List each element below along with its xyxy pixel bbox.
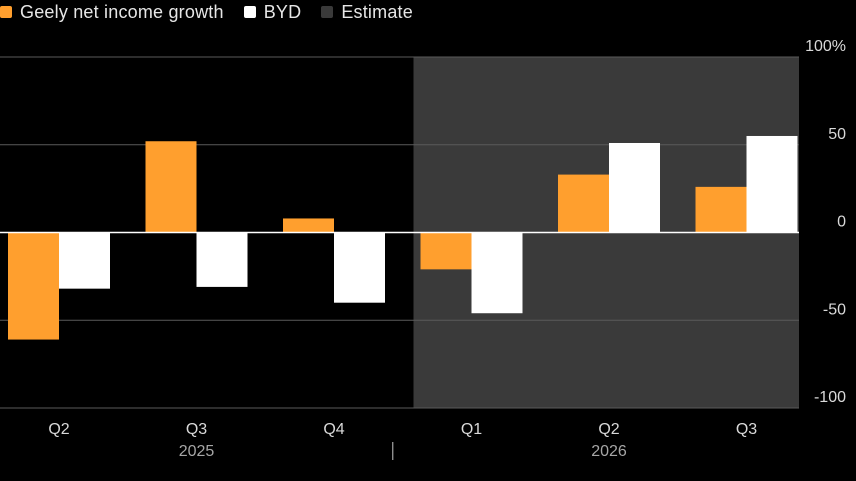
bar-geely-5 bbox=[695, 186, 747, 233]
x-tick-label: Q3 bbox=[736, 421, 757, 438]
bar-byd-5 bbox=[746, 135, 798, 233]
bar-byd-2 bbox=[334, 232, 385, 303]
y-tick-label: 0 bbox=[837, 214, 846, 231]
y-tick-label: 50 bbox=[828, 126, 846, 143]
y-tick-label: -50 bbox=[823, 301, 846, 318]
legend: Geely net income growth BYD Estimate bbox=[0, 0, 433, 24]
bar-geely-2 bbox=[283, 218, 334, 233]
bar-byd-4 bbox=[609, 142, 660, 233]
bar-byd-1 bbox=[196, 232, 248, 287]
x-tick-label: Q4 bbox=[323, 421, 344, 438]
bar-geely-0 bbox=[8, 232, 59, 340]
x-tick-label: Q1 bbox=[461, 421, 482, 438]
legend-label-estimate: Estimate bbox=[341, 1, 413, 22]
legend-swatch-estimate bbox=[321, 6, 334, 18]
legend-label-byd: BYD bbox=[263, 1, 302, 22]
legend-label-geely: Geely net income growth bbox=[20, 1, 224, 22]
x-tick-label: Q3 bbox=[186, 421, 207, 438]
y-tick-label: 100% bbox=[805, 38, 846, 55]
year-label: 2026 bbox=[591, 443, 627, 460]
legend-swatch-byd bbox=[243, 6, 256, 18]
bar-byd-3 bbox=[471, 232, 523, 314]
legend-item-byd: BYD bbox=[243, 1, 302, 23]
bar-geely-3 bbox=[420, 232, 472, 270]
y-tick-label: -100 bbox=[814, 389, 846, 406]
bar-geely-4 bbox=[558, 174, 609, 233]
x-tick-label: Q2 bbox=[48, 421, 69, 438]
year-label: 2025 bbox=[179, 443, 215, 460]
legend-swatch-geely bbox=[0, 6, 12, 18]
legend-item-estimate: Estimate bbox=[321, 2, 413, 23]
bar-byd-0 bbox=[59, 232, 110, 289]
x-tick-label: Q2 bbox=[598, 421, 619, 438]
bar-geely-1 bbox=[145, 141, 197, 233]
legend-item-geely: Geely net income growth bbox=[0, 2, 224, 23]
